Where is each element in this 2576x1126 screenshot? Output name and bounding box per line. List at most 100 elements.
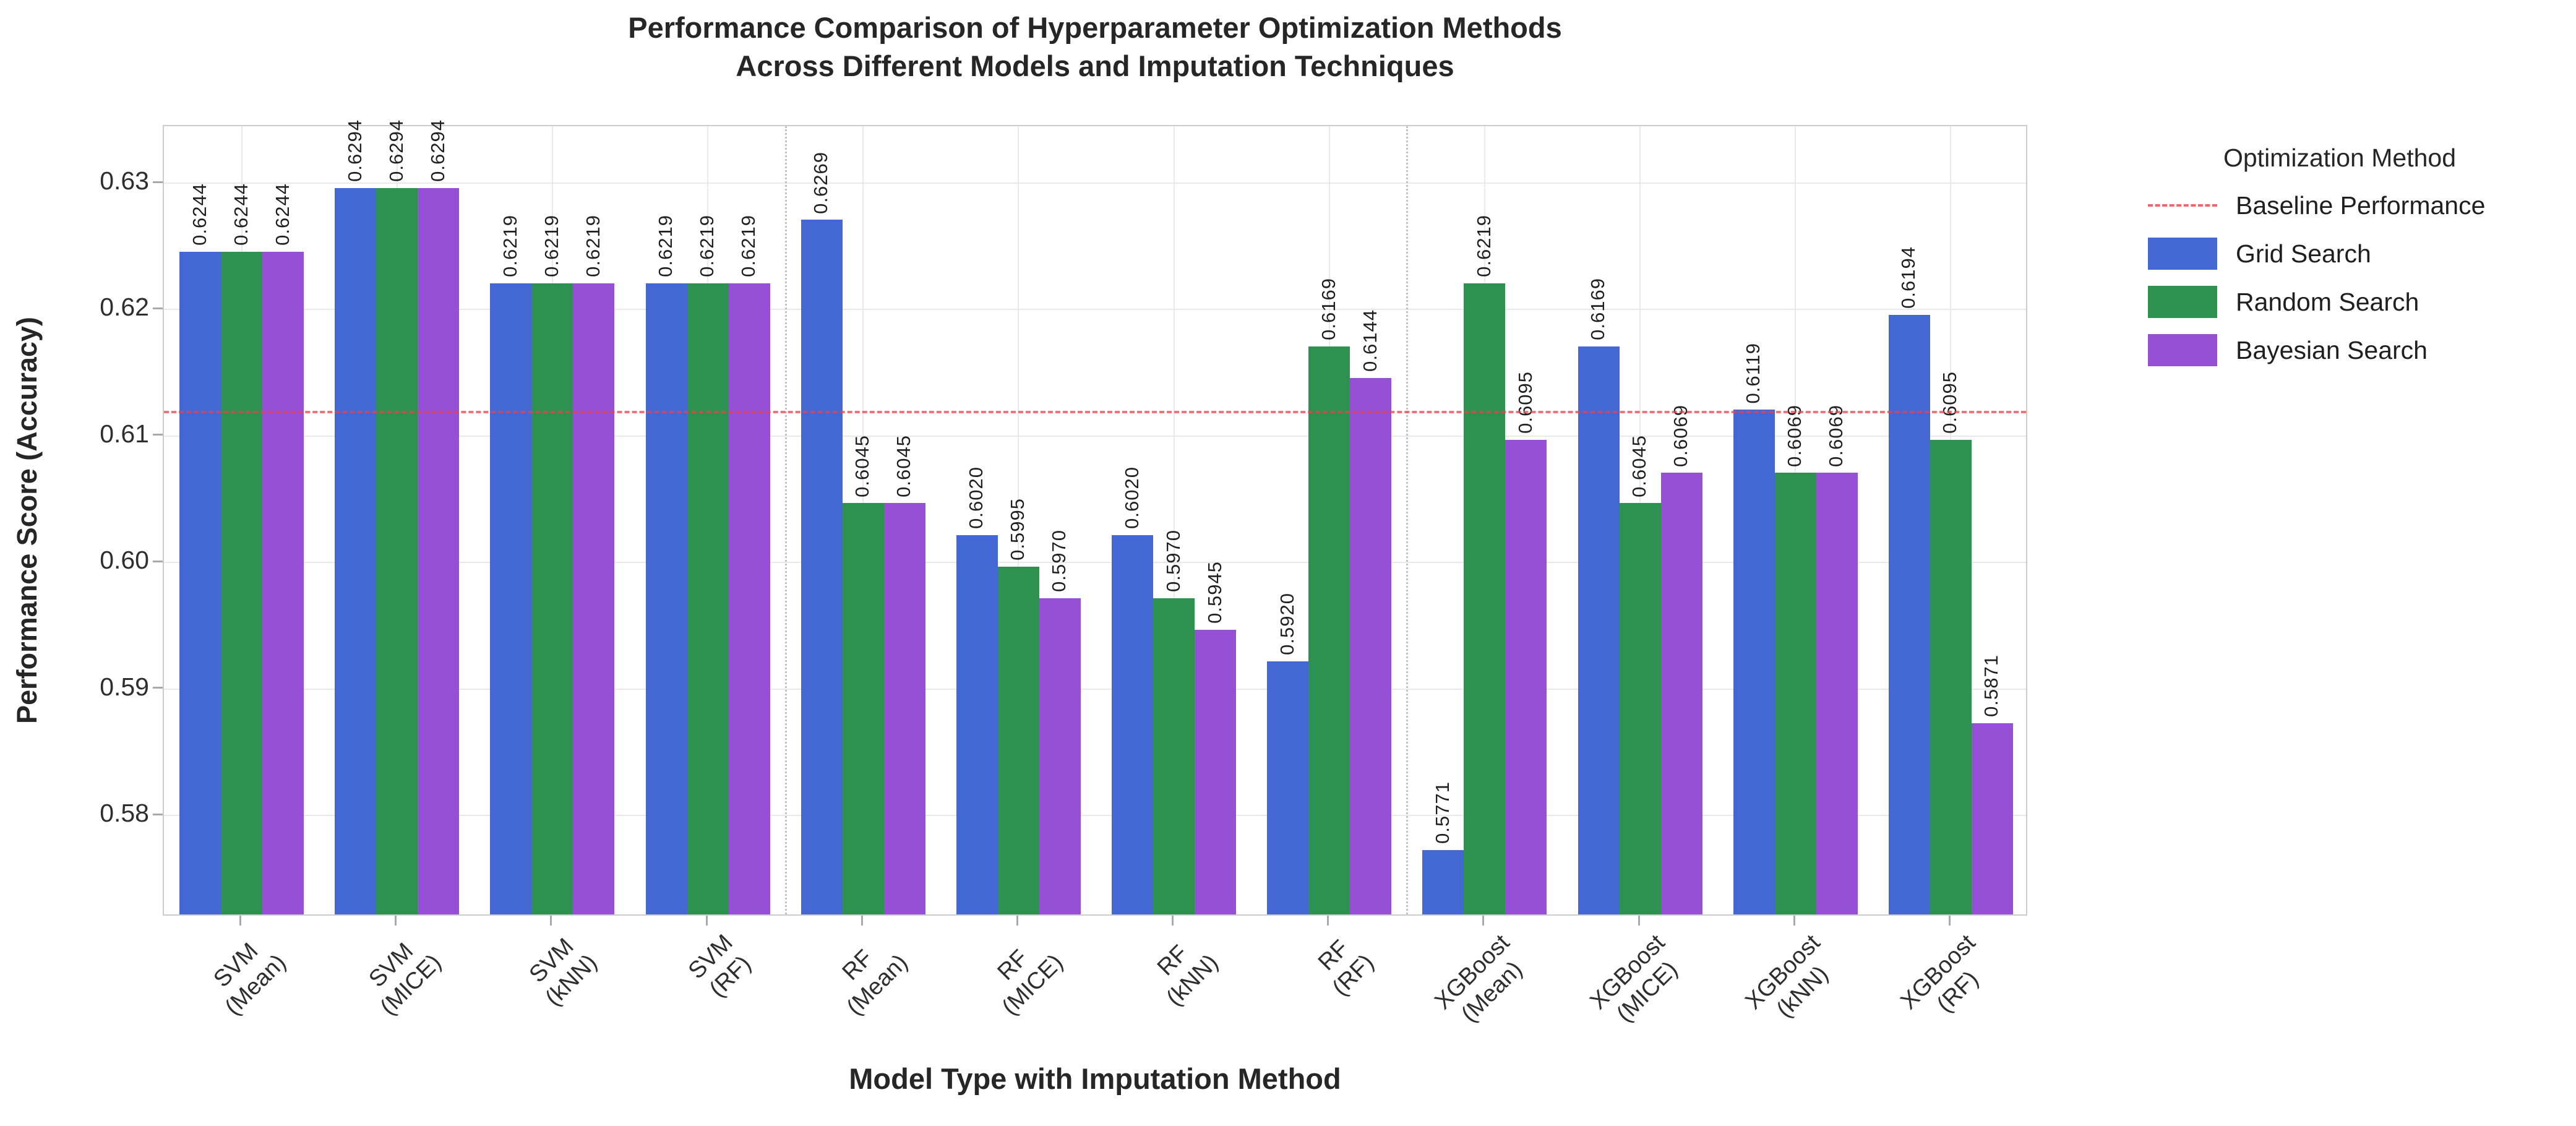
bar <box>1195 629 1237 914</box>
bar-value-label: 0.5970 <box>1162 529 1184 592</box>
bar <box>1308 346 1350 914</box>
bar <box>1350 378 1392 914</box>
legend-swatch-icon <box>2148 334 2217 366</box>
x-tick-label: SVM (RF) <box>683 929 756 1003</box>
bar <box>645 283 687 914</box>
x-tick-mark <box>239 916 242 926</box>
x-tick-mark <box>550 916 552 926</box>
bar <box>1816 473 1858 914</box>
bar <box>1619 503 1661 914</box>
x-tick-mark <box>1482 916 1485 926</box>
x-tick-mark <box>1638 916 1640 926</box>
x-tick-mark <box>1327 916 1329 926</box>
bar <box>1039 598 1081 914</box>
legend-item: Random Search <box>2148 285 2569 319</box>
y-tick-mark <box>153 434 163 436</box>
bar-value-label: 0.6269 <box>810 151 832 214</box>
y-gridline <box>164 435 2026 437</box>
bar <box>335 188 377 914</box>
y-tick-label: 0.61 <box>100 419 149 448</box>
y-tick-mark <box>153 560 163 562</box>
y-tick-label: 0.63 <box>100 166 149 196</box>
bar <box>883 503 925 914</box>
bar-value-label: 0.6069 <box>1670 404 1692 467</box>
y-tick-mark <box>153 181 163 183</box>
bar-value-label: 0.6194 <box>1897 246 1920 309</box>
bar <box>262 251 304 914</box>
bar-value-label: 0.6244 <box>230 183 252 246</box>
bar <box>1267 661 1309 914</box>
bar-value-label: 0.6045 <box>893 434 915 497</box>
chart-title: Performance Comparison of Hyperparameter… <box>163 9 2027 85</box>
y-gridline <box>164 309 2026 311</box>
bar <box>1971 723 2013 914</box>
bar-value-label: 0.6219 <box>1472 214 1495 277</box>
legend-swatch-icon <box>2148 238 2217 270</box>
legend-item-label: Grid Search <box>2236 239 2371 268</box>
bar <box>418 188 460 914</box>
legend: Optimization Method Baseline Performance… <box>2123 144 2569 382</box>
legend-item-label: Random Search <box>2236 287 2419 316</box>
bar-value-label: 0.6119 <box>1742 342 1764 404</box>
bar-value-label: 0.6095 <box>1514 371 1536 434</box>
x-tick-label: RF (MICE) <box>992 945 1068 1021</box>
baseline-line <box>164 411 2026 414</box>
bar-value-label: 0.6219 <box>655 214 677 277</box>
legend-item: Bayesian Search <box>2148 333 2569 367</box>
legend-item-label: Baseline Performance <box>2236 191 2486 220</box>
y-axis-title: Performance Score (Accuracy) <box>11 317 43 724</box>
bar <box>956 535 998 914</box>
x-tick-mark <box>1172 916 1174 926</box>
x-tick-mark <box>861 916 863 926</box>
legend-item: Baseline Performance <box>2148 189 2569 222</box>
legend-items: Baseline Performance Grid Search Random Se… <box>2123 189 2569 367</box>
group-separator-line <box>1406 126 1409 914</box>
bar-value-label: 0.6169 <box>1317 278 1339 340</box>
bar <box>1660 473 1702 914</box>
bar-value-label: 0.5970 <box>1048 529 1070 592</box>
x-axis-title: Model Type with Imputation Method <box>849 1062 1341 1095</box>
bar <box>687 283 729 914</box>
y-tick-label: 0.60 <box>100 546 149 575</box>
bar <box>1774 473 1816 914</box>
bar <box>221 251 263 914</box>
bar-value-label: 0.6244 <box>271 183 293 246</box>
y-tick-label: 0.58 <box>100 799 149 828</box>
bar-value-label: 0.6219 <box>499 214 521 277</box>
y-gridline <box>164 183 2026 184</box>
baseline-dash-icon <box>2148 204 2217 207</box>
y-tick-label: 0.59 <box>100 672 149 701</box>
legend-item: Grid Search <box>2148 237 2569 270</box>
bar-value-label: 0.6294 <box>343 119 366 183</box>
bar <box>490 283 532 914</box>
bar-value-label: 0.6219 <box>737 214 760 277</box>
bar-value-label: 0.5771 <box>1431 781 1453 844</box>
bar-value-label: 0.5945 <box>1203 561 1226 624</box>
bar-value-label: 0.6244 <box>188 183 210 246</box>
bar-value-label: 0.6045 <box>851 434 874 497</box>
x-tick-mark <box>705 916 708 926</box>
legend-swatch-icon <box>2148 286 2217 318</box>
bar <box>1112 535 1154 914</box>
x-tick-label: SVM (kNN) <box>524 933 603 1012</box>
y-tick-mark <box>153 307 163 309</box>
y-gridline <box>164 815 2026 817</box>
bar <box>1153 598 1195 914</box>
x-gridline <box>1173 126 1175 914</box>
bar <box>1464 283 1506 914</box>
bar-value-label: 0.6069 <box>1784 404 1806 467</box>
x-tick-label: RF (Mean) <box>837 945 913 1021</box>
x-tick-label: RF (RF) <box>1313 935 1379 1001</box>
plot-area: 0.6244 0.6294 0.6219 0.6219 0.6269 0.6020 0.60… <box>163 119 2027 916</box>
bar <box>179 251 221 914</box>
bar <box>842 503 884 914</box>
x-tick-label: XGBoost (Mean) <box>1430 929 1527 1028</box>
x-tick-label: SVM (MICE) <box>364 938 447 1021</box>
x-tick-mark <box>1793 916 1795 926</box>
bar-value-label: 0.6169 <box>1587 278 1609 340</box>
bar-value-label: 0.6219 <box>540 214 562 277</box>
x-tick-label: XGBoost (MICE) <box>1585 929 1683 1028</box>
bar-value-label: 0.6219 <box>582 214 604 277</box>
x-gridline <box>1018 126 1020 914</box>
